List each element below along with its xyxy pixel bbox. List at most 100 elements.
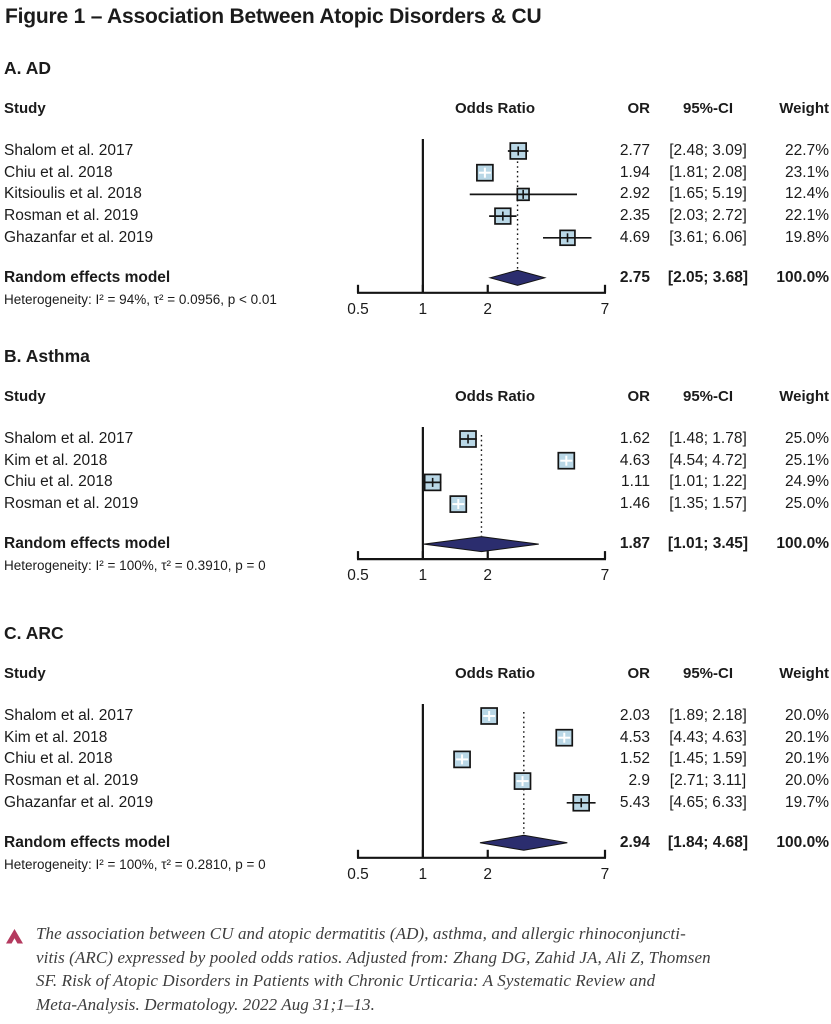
- or-value: 1.46: [619, 495, 650, 513]
- ci-value: [4.43; 4.63]: [669, 728, 747, 746]
- weight-value: 12.4%: [785, 185, 829, 203]
- study-name: Rosman et al. 2019: [4, 772, 139, 790]
- weight-value: 23.1%: [785, 163, 829, 181]
- weight-value: 24.9%: [785, 473, 829, 491]
- column-header-odds-ratio: Odds Ratio: [454, 388, 535, 405]
- pooled-label: Random effects model: [4, 833, 171, 851]
- pooled-or: 2.75: [619, 268, 650, 286]
- column-header-study: Study: [4, 665, 46, 682]
- or-value: 4.69: [619, 228, 650, 246]
- weight-value: 19.7%: [785, 793, 829, 811]
- or-value: 5.43: [619, 793, 650, 811]
- caption-line: vitis (ARC) expressed by pooled odds rat…: [36, 947, 711, 967]
- ci-value: [3.61; 6.06]: [669, 228, 747, 246]
- column-header-weight: Weight: [779, 665, 829, 682]
- axis-tick-label: 0.5: [347, 301, 369, 318]
- column-header-or: OR: [627, 100, 651, 117]
- pooled-or: 2.94: [619, 833, 650, 851]
- study-name: Shalom et al. 2017: [4, 707, 134, 724]
- or-value: 2.03: [619, 707, 650, 724]
- study-name: Shalom et al. 2017: [4, 142, 134, 159]
- weight-value: 22.1%: [785, 207, 829, 225]
- or-value: 1.11: [620, 473, 650, 491]
- column-header-study: Study: [4, 100, 46, 117]
- study-name: Kim et al. 2018: [4, 451, 108, 469]
- column-header-or: OR: [627, 665, 651, 682]
- column-header-odds-ratio: Odds Ratio: [454, 100, 535, 117]
- pooled-diamond: [423, 536, 539, 553]
- axis-tick-label: 2: [483, 301, 492, 318]
- axis-tick-label: 2: [483, 567, 492, 584]
- or-value: 1.94: [619, 163, 650, 181]
- weight-value: 25.0%: [785, 495, 829, 513]
- pooled-label: Random effects model: [4, 268, 171, 286]
- caption-line: Meta-Analysis. Dermatology. 2022 Aug 31;…: [36, 994, 375, 1014]
- pooled-label: Random effects model: [4, 535, 171, 553]
- axis-tick-label: 1: [419, 301, 428, 318]
- column-header-ci: 95%-CI: [682, 665, 734, 682]
- ci-value: [1.35; 1.57]: [669, 495, 747, 513]
- ci-value: [1.81; 2.08]: [669, 163, 747, 181]
- or-value: 1.62: [619, 430, 650, 447]
- ci-value: [4.65; 6.33]: [669, 793, 747, 811]
- or-value: 2.92: [619, 185, 650, 203]
- forest-panel-b: B. Asthma Study Odds Ratio OR 95%-CI Weight 0.…: [4, 345, 829, 593]
- caption-line: SF. Risk of Atopic Disorders in Patients…: [36, 971, 656, 990]
- axis-tick-label: 1: [419, 567, 428, 584]
- heterogeneity-note: Heterogeneity: I² = 100%, τ² = 0.2810, p…: [4, 856, 266, 872]
- pooled-diamond: [479, 834, 568, 851]
- or-value: 2.35: [619, 207, 650, 225]
- forest-plot-svg: 0.5 1 2 7: [347, 703, 610, 883]
- forest-panel-a: A. AD Study Odds Ratio OR 95%-CI Weight 0.5 1 2 7…: [4, 57, 829, 327]
- study-name: Rosman et al. 2019: [4, 207, 139, 225]
- panel-label: B. Asthma: [4, 346, 90, 366]
- ci-value: [4.54; 4.72]: [669, 451, 747, 469]
- or-value: 4.63: [619, 451, 650, 469]
- weight-value: 19.8%: [785, 228, 829, 246]
- forest-plot-svg: 0.5 1 2 7: [347, 426, 610, 584]
- study-name: Chiu et al. 2018: [4, 473, 113, 491]
- ci-value: [1.01; 1.22]: [669, 473, 747, 491]
- ci-value: [1.89; 2.18]: [669, 707, 747, 724]
- pooled-weight: 100.0%: [776, 833, 829, 851]
- pooled-weight: 100.0%: [776, 535, 829, 553]
- ci-value: [2.71; 3.11]: [669, 772, 747, 790]
- axis-tick-label: 7: [601, 567, 610, 584]
- pooled-diamond: [488, 269, 547, 286]
- or-value: 1.52: [619, 750, 650, 768]
- axis-tick-label: 7: [601, 301, 610, 318]
- ci-value: [1.48; 1.78]: [669, 430, 747, 447]
- or-value: 2.77: [619, 142, 650, 159]
- pooled-ci: [1.01; 3.45]: [667, 535, 749, 553]
- axis-tick-label: 0.5: [347, 866, 369, 883]
- study-name: Chiu et al. 2018: [4, 750, 113, 768]
- axis-tick-label: 7: [601, 866, 610, 883]
- panel-label: C. ARC: [4, 623, 64, 643]
- weight-value: 20.0%: [785, 707, 829, 724]
- ci-value: [1.65; 5.19]: [669, 185, 747, 203]
- caption-line: The association between CU and atopic de…: [36, 924, 686, 943]
- study-name: Kitsioulis et al. 2018: [4, 185, 142, 203]
- panel-label: A. AD: [4, 58, 51, 78]
- caption-caret-icon: [6, 929, 23, 944]
- or-value: 4.53: [619, 728, 650, 746]
- pooled-ci: [2.05; 3.68]: [667, 268, 749, 286]
- column-header-or: OR: [627, 388, 651, 405]
- study-name: Ghazanfar et al. 2019: [4, 228, 154, 246]
- weight-value: 25.1%: [785, 451, 829, 469]
- or-value: 2.9: [628, 772, 650, 790]
- forest-panel-c: C. ARC Study Odds Ratio OR 95%-CI Weight 0.5 1 2…: [4, 622, 829, 892]
- column-header-weight: Weight: [779, 388, 829, 405]
- axis-tick-label: 0.5: [347, 567, 369, 584]
- pooled-or: 1.87: [619, 535, 650, 553]
- ci-value: [1.45; 1.59]: [669, 750, 747, 768]
- weight-value: 20.1%: [785, 750, 829, 768]
- study-name: Kim et al. 2018: [4, 728, 108, 746]
- ci-value: [2.03; 2.72]: [669, 207, 747, 225]
- column-header-ci: 95%-CI: [682, 388, 734, 405]
- study-name: Rosman et al. 2019: [4, 495, 139, 513]
- axis-tick-label: 1: [419, 866, 428, 883]
- study-name: Chiu et al. 2018: [4, 163, 113, 181]
- pooled-ci: [1.84; 4.68]: [667, 833, 749, 851]
